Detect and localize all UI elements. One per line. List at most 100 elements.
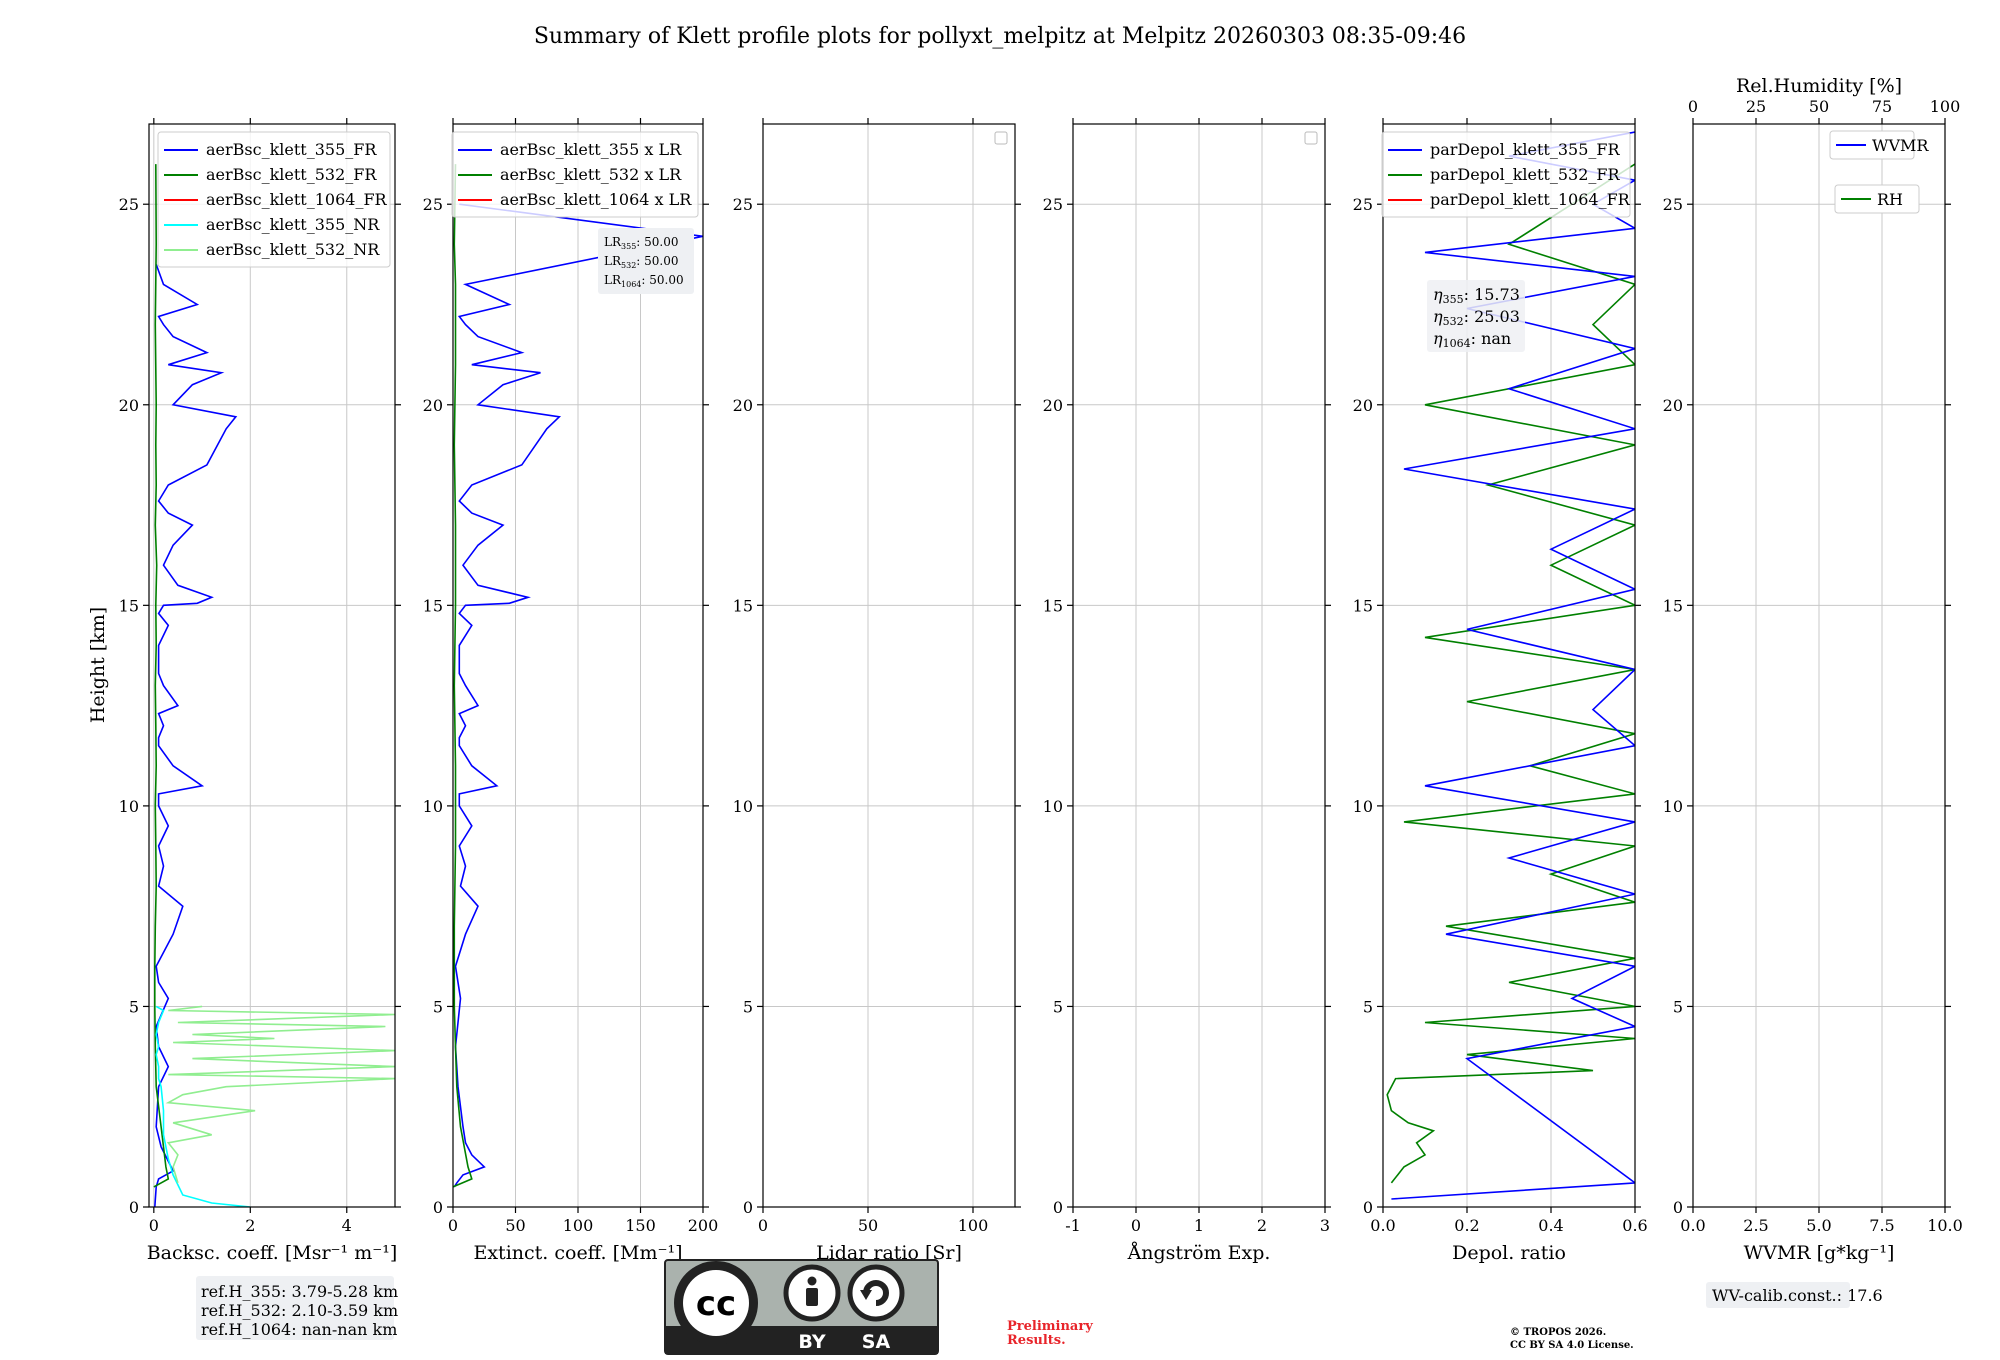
- y-axis-label: Height [km]: [87, 607, 109, 723]
- by-person-body: [806, 1288, 818, 1306]
- xtick-label-ang-1: 0: [1131, 1216, 1141, 1235]
- top-xtick-label-wv-0: 0: [1688, 97, 1698, 116]
- legend-label-depol-2: parDepol_klett_1064_FR: [1430, 190, 1631, 209]
- xtick-label-depol-3: 0.6: [1622, 1216, 1647, 1235]
- panel-depol: 0.0 0.2 0.4 0.6 0 5 10 15 20 25 Depol. ratio parDep…: [1353, 118, 1648, 1264]
- panel-bsc: 0 2 4 0 5 10 15 20 25 Backsc. coeff. [Msr⁻¹ m⁻¹] a…: [119, 118, 401, 1264]
- eta-wavelength: 355: [1443, 293, 1464, 306]
- xtick-label-wv-2: 5.0: [1806, 1216, 1831, 1235]
- top-xtick-label-wv-2: 50: [1809, 97, 1829, 116]
- ytick-label-bsc-1: 5: [129, 997, 139, 1016]
- sa-arrow-head-icon: [860, 1290, 872, 1300]
- cc-sa-label: SA: [862, 1331, 891, 1353]
- series-depol-parDepol_klett_532_FR: [1386, 163, 1635, 1184]
- lr-info-bg: [598, 228, 694, 294]
- lr-value: : 50.00: [636, 235, 678, 249]
- legend-label-ext-2: aerBsc_klett_1064 x LR: [500, 190, 692, 209]
- legend-label-ext-1: aerBsc_klett_532 x LR: [500, 165, 682, 184]
- ytick-label-ang-3: 15: [1043, 596, 1063, 615]
- lr-value: : 50.00: [641, 273, 683, 287]
- ytick-label-ext-0: 0: [433, 1198, 443, 1217]
- ytick-label-ang-4: 20: [1043, 396, 1063, 415]
- xtick-label-lr-0: 0: [758, 1216, 768, 1235]
- eta-info-line-0: η355: 15.73: [1433, 285, 1520, 306]
- wv-calib-box: WV-calib.const.: 17.6: [1706, 1282, 1883, 1308]
- ytick-label-depol-1: 5: [1363, 997, 1373, 1016]
- legend-box-bsc: [157, 131, 391, 268]
- ytick-label-depol-5: 25: [1353, 195, 1373, 214]
- ytick-label-wv-4: 20: [1663, 396, 1683, 415]
- eta-symbol: η: [1433, 285, 1443, 304]
- xlabel-depol: Depol. ratio: [1452, 1242, 1566, 1264]
- chart-title: Summary of Klett profile plots for polly…: [534, 24, 1466, 49]
- copyright-line-2: CC BY SA 4.0 License.: [1510, 1340, 1634, 1351]
- xtick-label-lr-2: 100: [958, 1216, 989, 1235]
- ref-h-1064: ref.H_1064: nan-nan km: [201, 1320, 397, 1339]
- legend-box-wv-1: [1834, 184, 1920, 214]
- xtick-label-lr-1: 50: [858, 1216, 878, 1235]
- ytick-label-wv-2: 10: [1663, 797, 1683, 816]
- ytick-label-bsc-4: 20: [119, 396, 139, 415]
- legend-box-wv-0: [1829, 130, 1915, 160]
- xtick-label-ext-0: 0: [448, 1216, 458, 1235]
- top-xtick-label-wv-4: 100: [1930, 97, 1961, 116]
- xtick-label-bsc-2: 4: [342, 1216, 352, 1235]
- xlabel-ext: Extinct. coeff. [Mm⁻¹]: [473, 1242, 682, 1264]
- ytick-label-bsc-2: 10: [119, 797, 139, 816]
- cc-logo-icon: cc: [696, 1284, 736, 1324]
- cc-license-badge: cc BY SA: [664, 1259, 939, 1355]
- ytick-label-ext-4: 20: [423, 396, 443, 415]
- ytick-label-ext-5: 25: [423, 195, 443, 214]
- lr-label: LR: [604, 273, 622, 287]
- eta-symbol: η: [1433, 329, 1443, 348]
- legend-label-ext-0: aerBsc_klett_355 x LR: [500, 140, 682, 159]
- lr-info-line-0: LR355: 50.00: [604, 235, 679, 251]
- top-xtick-label-wv-1: 25: [1746, 97, 1766, 116]
- cc-by-label: BY: [798, 1331, 825, 1353]
- xtick-label-wv-4: 10.0: [1927, 1216, 1963, 1235]
- xtick-label-ext-3: 150: [625, 1216, 656, 1235]
- legend-label-bsc-3: aerBsc_klett_355_NR: [206, 215, 380, 234]
- eta-info-line-2: η1064: nan: [1433, 329, 1511, 350]
- xlabel-lr: Lidar ratio [Sr]: [816, 1242, 962, 1264]
- ref-h-532: ref.H_532: 2.10-3.59 km: [201, 1301, 398, 1320]
- xtick-label-ang-4: 3: [1320, 1216, 1330, 1235]
- eta-wavelength: 1064: [1443, 337, 1471, 350]
- ref-height-bg: [196, 1276, 394, 1340]
- ytick-label-lr-0: 0: [743, 1198, 753, 1217]
- ytick-label-depol-3: 15: [1353, 596, 1373, 615]
- xtick-label-ext-4: 200: [688, 1216, 719, 1235]
- ytick-label-bsc-0: 0: [129, 1198, 139, 1217]
- ytick-label-depol-4: 20: [1353, 396, 1373, 415]
- preliminary-line-1: Preliminary: [1007, 1319, 1093, 1334]
- ytick-label-wv-0: 0: [1673, 1198, 1683, 1217]
- sa-arrow-icon: [863, 1280, 889, 1306]
- legend-label-bsc-2: aerBsc_klett_1064_FR: [206, 190, 388, 209]
- series-ext-aerBsc_klett_355 x LR: [453, 203, 703, 1188]
- ytick-label-depol-2: 10: [1353, 797, 1373, 816]
- legend-box-ext: [451, 131, 699, 218]
- ytick-label-ext-2: 10: [423, 797, 443, 816]
- panel-ext: 0 50 100 150 200 0 5 10 15 20 25 Extinct. coeff. [M…: [423, 118, 719, 1264]
- top-xlabel-wv: Rel.Humidity [%]: [1736, 75, 1902, 97]
- ytick-label-ang-1: 5: [1053, 997, 1063, 1016]
- series-ext-aerBsc_klett_532 x LR: [453, 164, 473, 1188]
- series-bsc-aerBsc_klett_355_NR: [155, 1005, 251, 1207]
- series-bsc-aerBsc_klett_532_NR: [165, 1005, 395, 1184]
- ytick-label-lr-3: 15: [733, 596, 753, 615]
- lr-wavelength: 1064: [621, 280, 641, 289]
- ytick-label-ang-2: 10: [1043, 797, 1063, 816]
- xtick-label-depol-1: 0.2: [1454, 1216, 1479, 1235]
- lr-wavelength: 532: [621, 261, 636, 270]
- ytick-label-bsc-3: 15: [119, 596, 139, 615]
- wv-calib-const: WV-calib.const.: 17.6: [1712, 1286, 1883, 1305]
- empty-legend-ang: [1304, 131, 1318, 145]
- ytick-label-bsc-5: 25: [119, 195, 139, 214]
- legend-label-wv-1: RH: [1877, 190, 1903, 209]
- preliminary-line-2: Results.: [1007, 1333, 1066, 1348]
- lr-wavelength: 355: [621, 242, 636, 251]
- series-depol-parDepol_klett_355_FR: [1391, 131, 1635, 1200]
- eta-info-bg: [1427, 280, 1525, 352]
